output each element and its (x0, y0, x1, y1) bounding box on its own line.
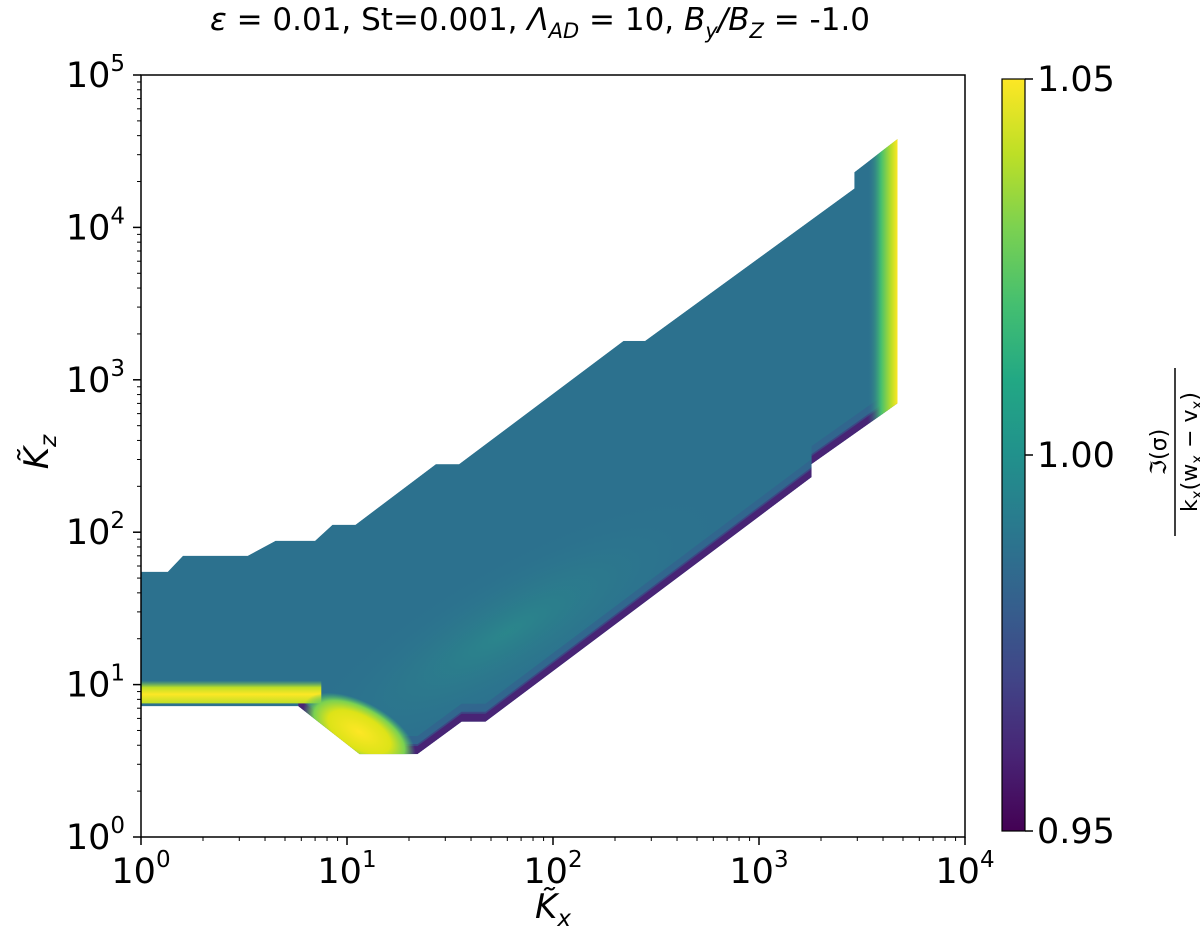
y-tick-label: 102 (66, 508, 125, 553)
colorbar-tick-label: 1.05 (1037, 60, 1115, 100)
y-tick-label: 101 (66, 661, 125, 706)
y-axis-title: K̃z (17, 434, 62, 469)
y-axis-ticks: 100 101 102 103 104 105 (66, 51, 141, 858)
colorbar-tick-label: 0.95 (1037, 812, 1115, 852)
y-tick-label: 100 (66, 813, 125, 858)
x-tick-label: 100 (111, 847, 170, 892)
heatmap-domain (141, 139, 898, 755)
colorbar-title-denominator: kx(wx − vx) (1178, 392, 1200, 512)
heatmap-ridge (279, 488, 736, 755)
x-axis-ticks: 100 101 102 103 104 (111, 837, 995, 892)
colorbar-tick-label: 1.00 (1037, 436, 1115, 476)
heatmap-bright-band (141, 680, 322, 704)
colorbar-ticks: 0.95 1.00 1.05 (1025, 60, 1115, 852)
colorbar-title: ℑ(σ) kx(wx − vx) (1147, 368, 1200, 536)
y-tick-label: 105 (66, 51, 125, 96)
x-tick-label: 101 (317, 847, 376, 892)
colorbar (1001, 78, 1026, 832)
x-tick-label: 103 (729, 847, 788, 892)
colorbar-title-numerator: ℑ(σ) (1147, 429, 1172, 475)
heatmap-bright-blob (302, 692, 416, 755)
y-tick-label: 104 (66, 203, 125, 248)
chart-title: ε = 0.01, St=0.001, ΛAD = 10, By/BZ = -1… (210, 2, 870, 43)
x-axis-title: K̃x (535, 887, 571, 932)
x-tick-label: 102 (523, 847, 582, 892)
x-tick-label: 104 (935, 847, 994, 892)
y-tick-label: 103 (66, 356, 125, 401)
